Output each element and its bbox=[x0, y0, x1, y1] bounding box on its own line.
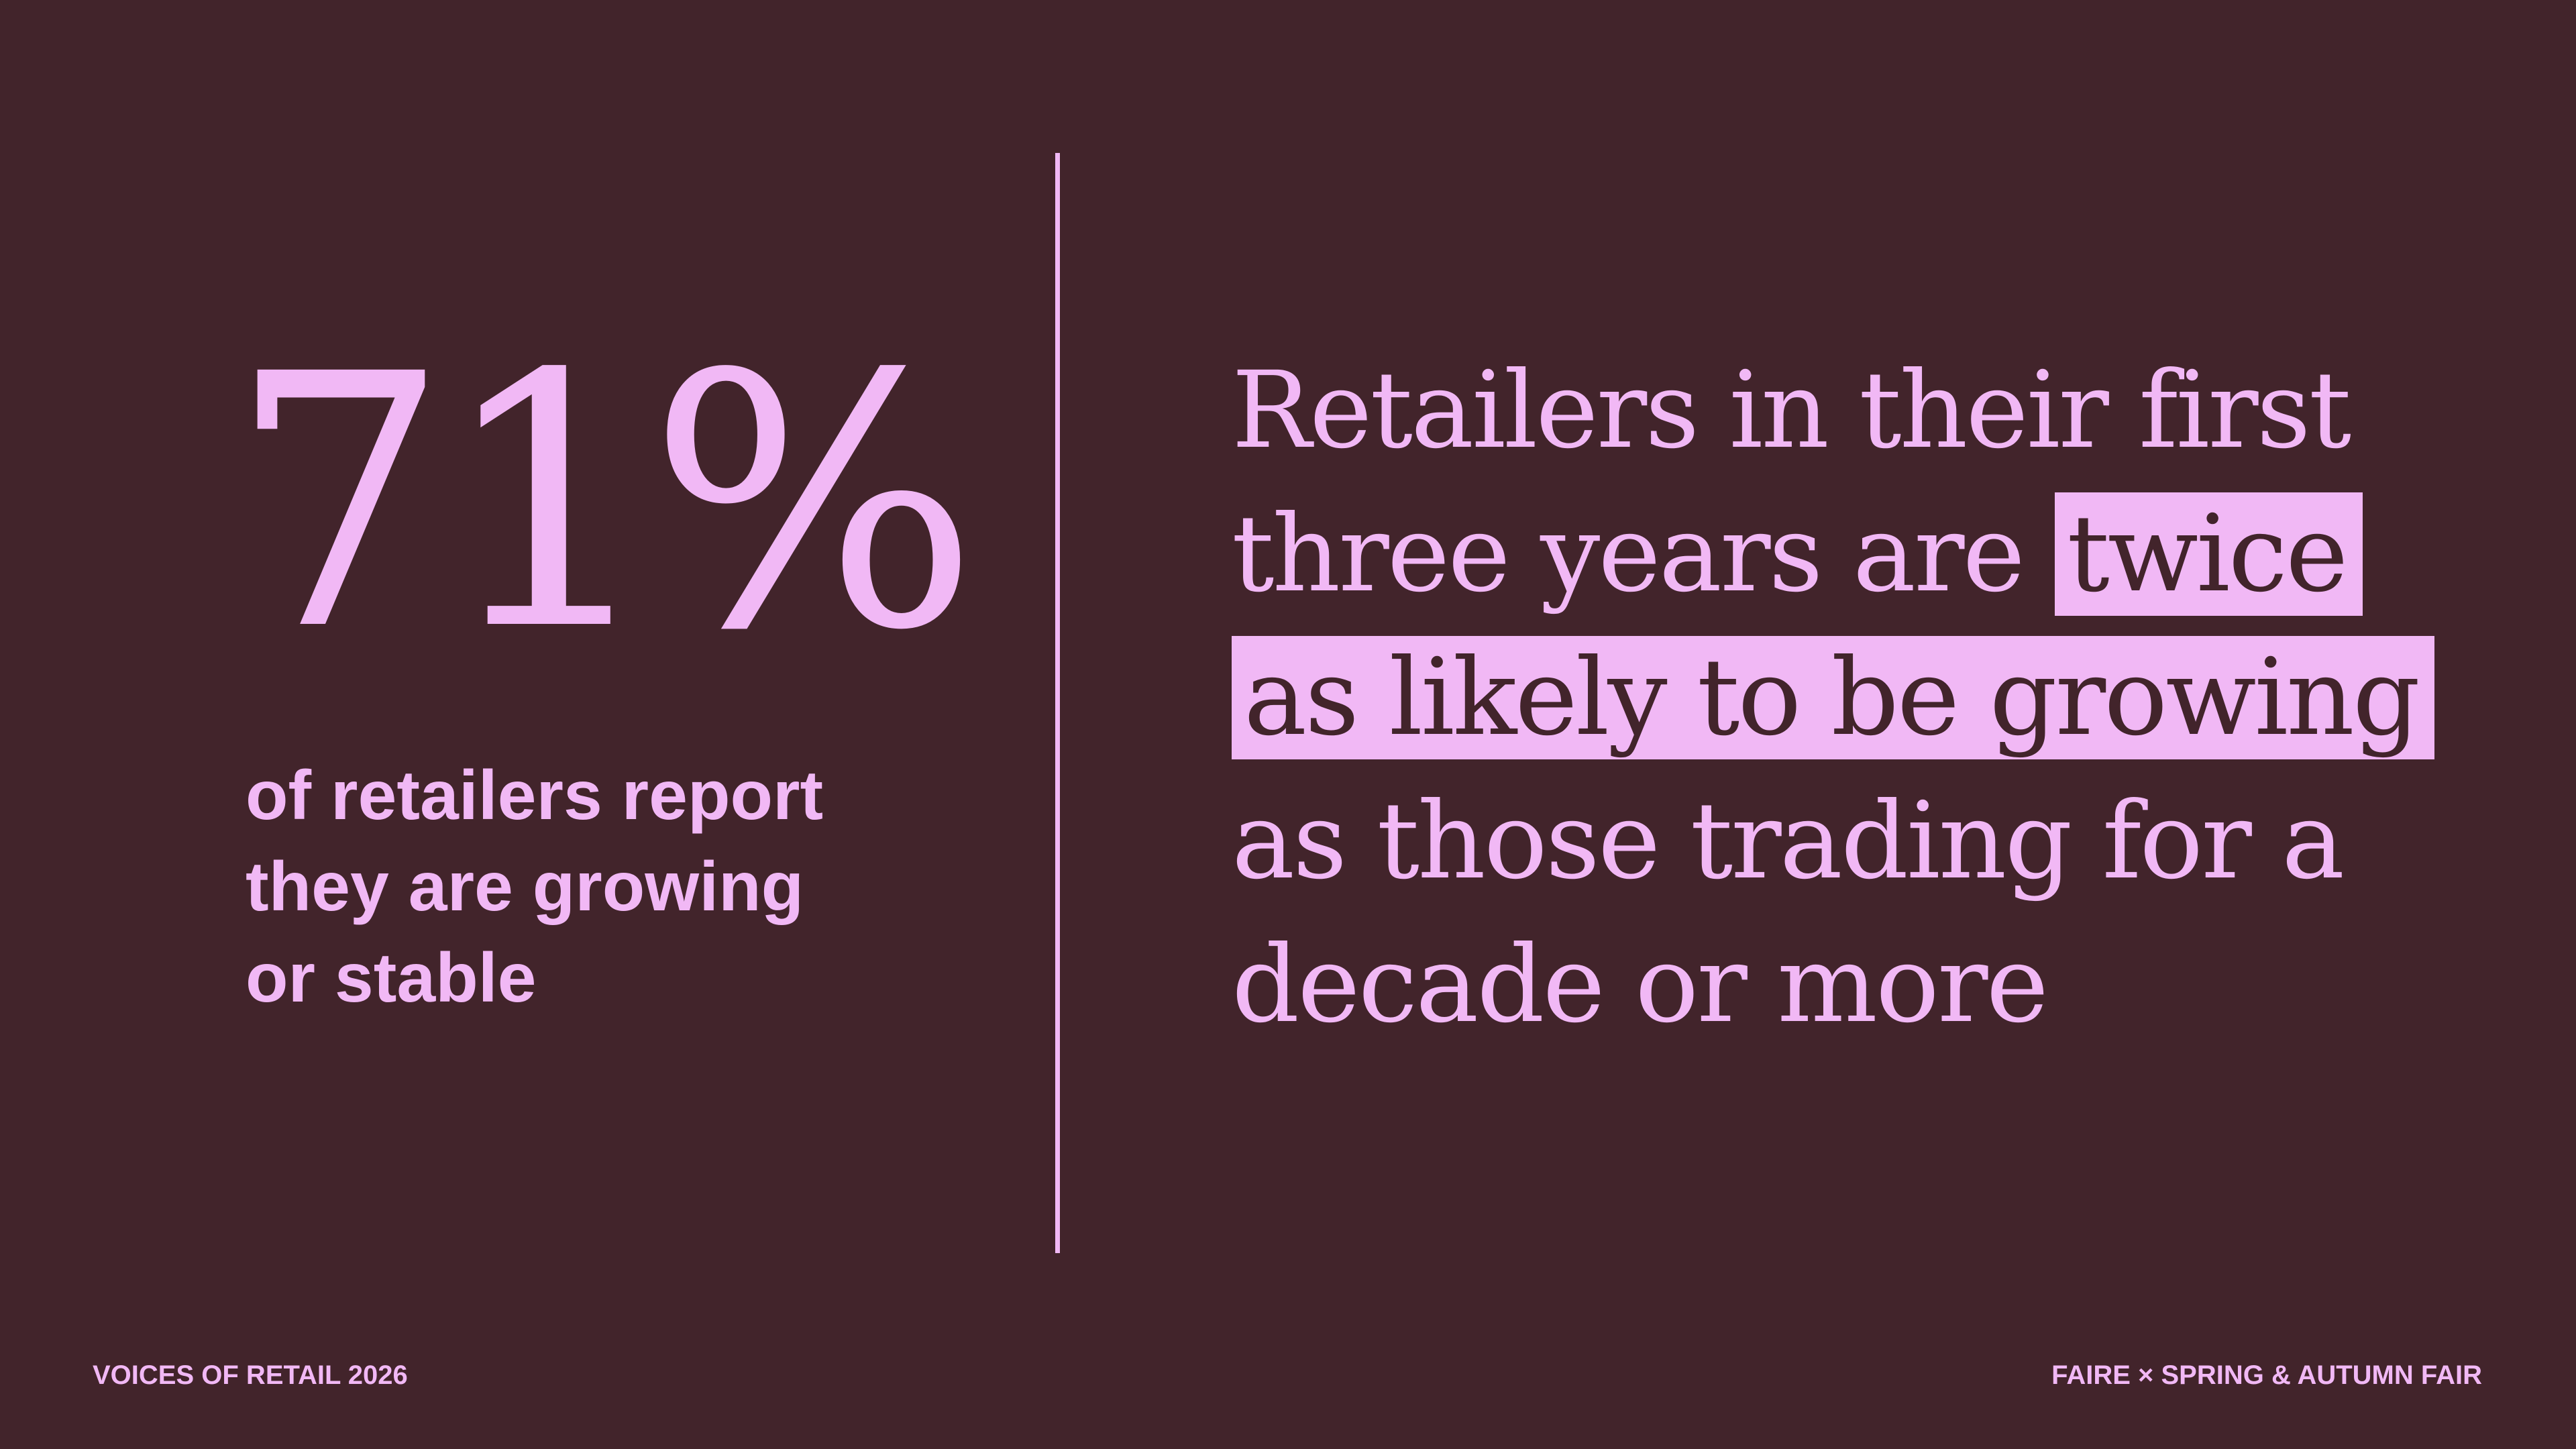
quote-highlight: as likely to be growing bbox=[1232, 636, 2434, 759]
quote-line: decade or more bbox=[1232, 913, 2466, 1057]
footer-report-title: VOICES OF RETAIL 2026 bbox=[93, 1358, 408, 1392]
stat-caption-line: they are growing bbox=[246, 848, 804, 926]
stat-caption-line: or stable bbox=[246, 939, 536, 1017]
quote-text: Retailers in their first three years are… bbox=[1232, 339, 2466, 1057]
quote-line: as likely to be growing bbox=[1232, 626, 2466, 769]
stat-percentage: 71% bbox=[228, 329, 967, 678]
stat-caption: of retailers report they are growing or … bbox=[246, 750, 950, 1024]
quote-plain-text: three years are bbox=[1232, 492, 2023, 616]
vertical-divider bbox=[1055, 153, 1060, 1253]
stat-caption-line: of retailers report bbox=[246, 757, 823, 835]
quote-line: as those trading for a bbox=[1232, 769, 2466, 913]
quote-highlight: twice bbox=[2055, 492, 2362, 616]
footer-partners: FAIRE × SPRING & AUTUMN FAIR bbox=[2051, 1358, 2482, 1392]
quote-line: three years are twice bbox=[1232, 482, 2466, 626]
quote-line: Retailers in their first bbox=[1232, 339, 2466, 482]
